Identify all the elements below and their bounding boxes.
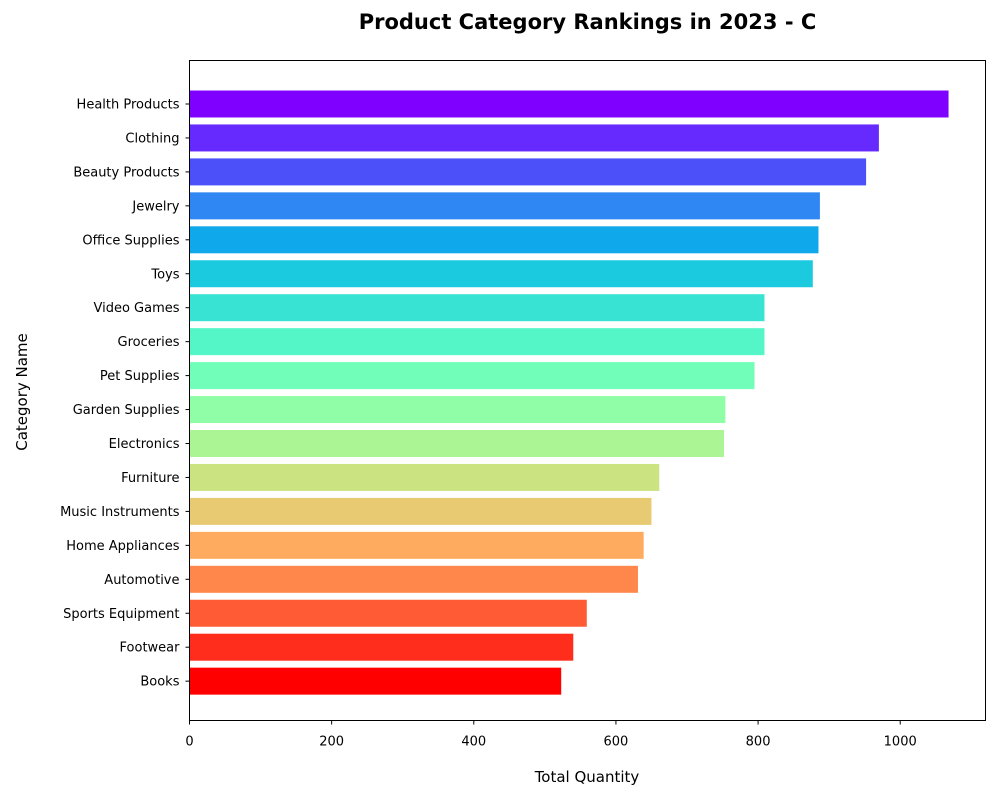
y-axis-ticks: Health Products Clothing Beauty Products Je… [60, 98, 190, 690]
x-tick-label: 800 [746, 735, 771, 750]
y-tick-label: Health Products [77, 98, 180, 113]
bar [189, 531, 644, 559]
bar [189, 294, 765, 322]
y-tick-label: Home Appliances [66, 539, 179, 554]
plot-frame [189, 60, 986, 721]
bar [189, 158, 867, 186]
bar [189, 430, 724, 457]
y-tick-label: Jewelry [131, 199, 179, 214]
y-tick-label: Beauty Products [73, 165, 179, 180]
y-tick-label: Office Supplies [82, 233, 179, 248]
bar [189, 226, 819, 254]
x-tick-label: 400 [461, 735, 486, 750]
y-tick-label: Toys [150, 267, 179, 282]
bar [189, 90, 949, 118]
x-tick-label: 0 [185, 735, 193, 750]
bar [189, 124, 879, 152]
x-axis-label: Total Quantity [534, 768, 640, 786]
bar [189, 565, 638, 593]
x-tick-label: 200 [319, 735, 344, 750]
y-tick-label: Groceries [118, 335, 180, 350]
y-tick-label: Clothing [125, 131, 179, 146]
bar [189, 463, 660, 491]
y-tick-label: Sports Equipment [63, 607, 179, 622]
y-tick-label: Books [140, 675, 179, 690]
y-tick-label: Music Instruments [60, 505, 180, 520]
y-tick-label: Garden Supplies [73, 403, 180, 418]
bar [189, 667, 562, 695]
bar [189, 497, 652, 525]
bar [189, 362, 755, 390]
bar [189, 599, 587, 627]
bar [189, 260, 813, 288]
bar [189, 192, 820, 220]
y-tick-label: Footwear [120, 641, 181, 656]
y-tick-label: Automotive [104, 573, 179, 588]
y-tick-label: Electronics [109, 437, 180, 452]
y-tick-label: Pet Supplies [100, 369, 180, 384]
x-tick-label: 600 [604, 735, 629, 750]
chart-title: Product Category Rankings in 2023 - C [358, 10, 817, 34]
bar [189, 396, 726, 424]
y-tick-label: Video Games [93, 301, 179, 316]
y-tick-label: Furniture [121, 471, 179, 486]
x-tick-label: 1000 [884, 735, 917, 750]
y-axis-label: Category Name [13, 333, 31, 451]
bar [189, 633, 574, 661]
x-axis-ticks: 0 200 400 600 800 1000 [185, 720, 917, 750]
bar [189, 328, 765, 356]
bars-group [189, 90, 949, 695]
